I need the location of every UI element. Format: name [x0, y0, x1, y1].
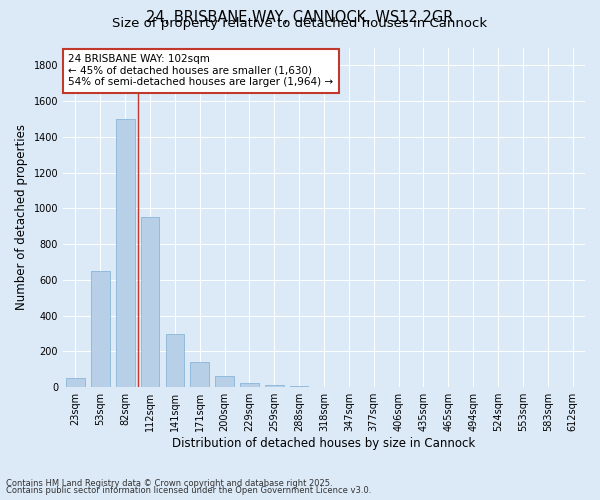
Bar: [290, 386, 308, 387]
Bar: [190, 362, 209, 387]
Bar: [66, 378, 85, 387]
Bar: [265, 384, 284, 387]
Bar: [215, 376, 234, 387]
Bar: [141, 218, 160, 387]
X-axis label: Distribution of detached houses by size in Cannock: Distribution of detached houses by size …: [172, 437, 476, 450]
Text: Contains HM Land Registry data © Crown copyright and database right 2025.: Contains HM Land Registry data © Crown c…: [6, 478, 332, 488]
Text: 24 BRISBANE WAY: 102sqm
← 45% of detached houses are smaller (1,630)
54% of semi: 24 BRISBANE WAY: 102sqm ← 45% of detache…: [68, 54, 334, 88]
Y-axis label: Number of detached properties: Number of detached properties: [15, 124, 28, 310]
Bar: [91, 271, 110, 387]
Text: Contains public sector information licensed under the Open Government Licence v3: Contains public sector information licen…: [6, 486, 371, 495]
Bar: [240, 382, 259, 387]
Text: 24, BRISBANE WAY, CANNOCK, WS12 2GR: 24, BRISBANE WAY, CANNOCK, WS12 2GR: [146, 10, 454, 25]
Bar: [116, 119, 134, 387]
Bar: [166, 334, 184, 387]
Text: Size of property relative to detached houses in Cannock: Size of property relative to detached ho…: [112, 18, 488, 30]
